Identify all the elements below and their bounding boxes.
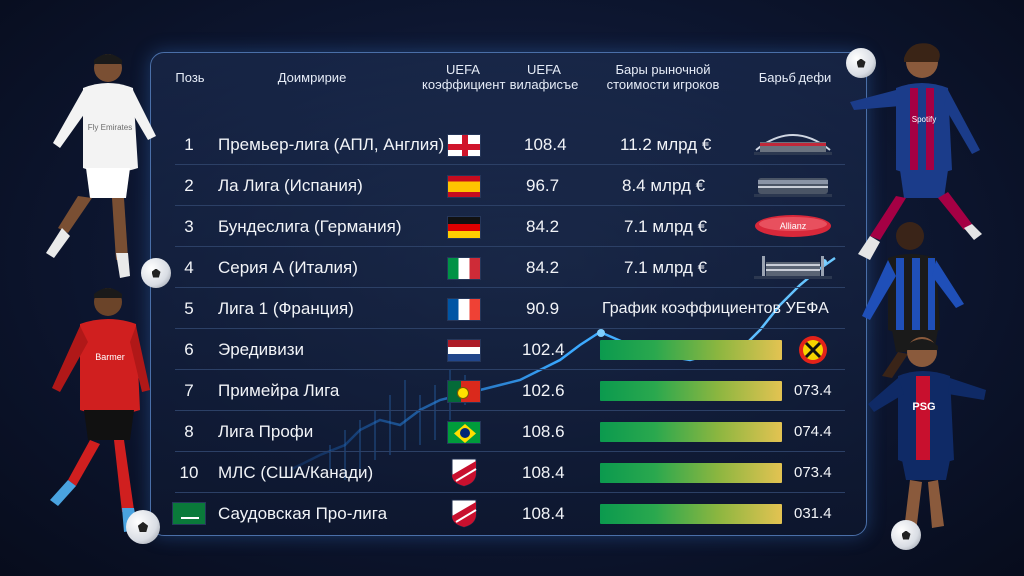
market-value-bar <box>600 381 782 401</box>
row-divider <box>175 410 845 411</box>
flag-spain-icon <box>447 175 481 198</box>
league-name: Премьер-лига (АПЛ, Англия) <box>218 135 445 154</box>
league-name: Серия А (Италия) <box>218 258 358 277</box>
football-icon <box>846 48 876 78</box>
stadium-icon <box>754 178 832 197</box>
uefa-coefficient: 102.4 <box>522 340 565 359</box>
market-value-bar <box>600 504 782 524</box>
market-value: 8.4 млрд € <box>622 176 706 195</box>
leverkusen-crest-icon <box>799 336 827 364</box>
header-league: Доимририе <box>277 70 347 85</box>
rank: 8 <box>184 422 194 441</box>
uefa-coefficient: 108.4 <box>522 463 565 482</box>
bar-value: 074.4 <box>794 423 832 440</box>
bar-value: 073.4 <box>794 382 832 399</box>
mls-shield-icon <box>451 458 477 487</box>
league-name: Эредивизи <box>218 340 304 359</box>
rank: 6 <box>184 340 194 359</box>
uefa-coefficient: 96.7 <box>526 176 560 195</box>
uefa-coefficient: 90.9 <box>526 299 560 318</box>
header-pos: Позь <box>175 70 205 85</box>
allianz-stadium-icon: Allianz <box>755 215 831 237</box>
uefa-coefficient: 102.6 <box>522 381 565 400</box>
rank: 5 <box>184 299 194 318</box>
bar-value: 073.4 <box>794 464 832 481</box>
rank: 4 <box>184 258 194 277</box>
svg-text:Barmer: Barmer <box>95 352 125 362</box>
row-divider <box>175 164 845 165</box>
market-value: 11.2 млрд € <box>620 135 712 154</box>
league-name: МЛС (США/Канади) <box>218 463 374 482</box>
league-name: Бундеслига (Германия) <box>218 217 402 236</box>
stadium-icon <box>754 256 832 279</box>
league-name: Саудовская Про-лига <box>218 504 388 523</box>
header-bars: Барьб дефи <box>758 70 832 85</box>
svg-text:PSG: PSG <box>912 401 935 413</box>
header-uefa-coef: UEFA коэффициент <box>422 62 506 92</box>
row-divider <box>175 451 845 452</box>
flag-italy-icon <box>447 257 481 280</box>
row-divider <box>175 492 845 493</box>
svg-text:Spotify: Spotify <box>912 115 936 124</box>
football-icon <box>141 258 171 288</box>
rank: 1 <box>184 135 194 154</box>
league-name: Ла Лига (Испания) <box>218 176 363 195</box>
row-divider <box>175 287 845 288</box>
market-value-bar <box>600 340 782 360</box>
flag-portugal-icon <box>447 380 481 403</box>
flag-saudi-arabia-icon <box>172 502 206 525</box>
row-divider <box>175 246 845 247</box>
stadium-icon <box>754 134 832 155</box>
flag-france-icon <box>447 298 481 321</box>
player-psg-image: PSG <box>868 337 986 548</box>
league-name: Примейра Лига <box>218 381 340 400</box>
bar-value: 031.4 <box>794 505 832 522</box>
svg-text:Allianz: Allianz <box>780 221 807 231</box>
flag-netherlands-icon <box>447 339 481 362</box>
svg-text:Fly Emirates: Fly Emirates <box>88 123 132 132</box>
player-leverkusen-image: Barmer <box>50 288 150 532</box>
uefa-coefficient: 84.2 <box>526 217 560 236</box>
rank: 2 <box>184 176 194 195</box>
header-market-value: Бары рыночной стоимости игроков <box>606 62 720 92</box>
flag-brazil-icon <box>447 421 481 444</box>
rank: 3 <box>184 217 194 236</box>
market-value-bar <box>600 463 782 483</box>
player-real-madrid-image: Fly Emirates <box>46 54 156 278</box>
flag-germany-icon <box>447 216 481 239</box>
rank: 10 <box>179 463 199 482</box>
row-divider <box>175 369 845 370</box>
market-value: 7.1 млрд € <box>624 258 708 277</box>
uefa-chart-title: График коэффициентов УЕФА <box>602 300 829 317</box>
football-icon <box>126 510 160 544</box>
uefa-coefficient: 108.4 <box>524 135 567 154</box>
uefa-coefficient: 108.6 <box>522 422 565 441</box>
player-barcelona-image: Spotify <box>850 43 982 260</box>
league-name: Лига Профи <box>218 422 314 441</box>
league-name: Лига 1 (Франция) <box>218 299 354 318</box>
mls-shield-icon <box>451 499 477 528</box>
football-icon <box>891 520 921 550</box>
uefa-coefficient: 84.2 <box>526 258 560 277</box>
flag-england-icon <box>447 134 481 157</box>
market-value: 7.1 млрд € <box>624 217 708 236</box>
player-inter-image <box>862 222 964 378</box>
market-value-bar <box>600 422 782 442</box>
rank: 7 <box>184 381 194 400</box>
uefa-coefficient: 108.4 <box>522 504 565 523</box>
row-divider <box>175 328 845 329</box>
row-divider <box>175 205 845 206</box>
header-uefa-vil: UEFA вилафисъе <box>509 62 579 92</box>
